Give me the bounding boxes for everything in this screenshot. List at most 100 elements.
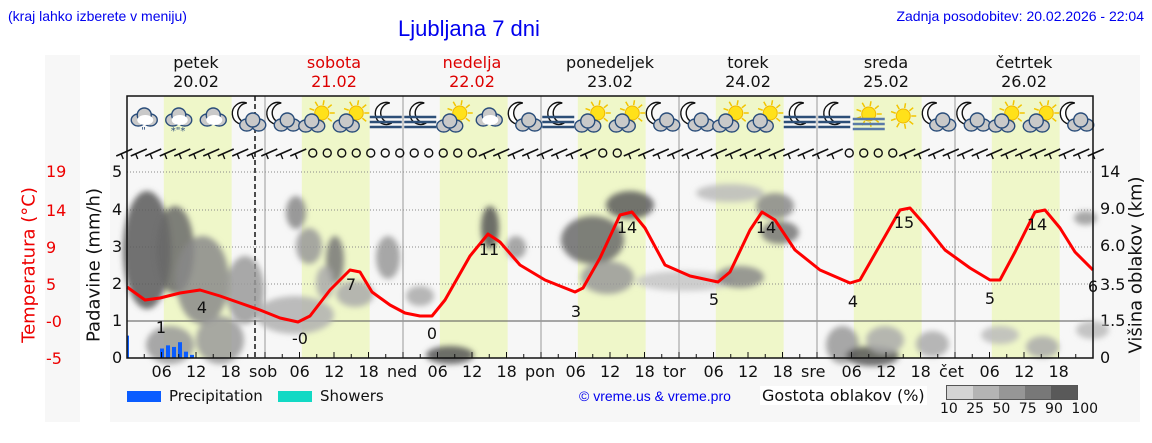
moon-fog-icon (542, 101, 575, 129)
x-tick: 12 (876, 362, 897, 381)
tick: 2 (112, 274, 123, 293)
svg-text:14: 14 (1027, 215, 1047, 234)
day-date: 25.02 (863, 72, 909, 91)
wind-barb-icon (623, 148, 641, 160)
day-label-5: sreda 25.02 (817, 53, 955, 91)
svg-text:5: 5 (985, 289, 995, 308)
moon-cloud-small-icon (921, 101, 957, 132)
svg-text:5: 5 (709, 290, 719, 309)
sun-cloud-icon (746, 100, 784, 133)
tick: 14 (1100, 162, 1121, 181)
day-date: 20.02 (173, 72, 219, 91)
wind-barb-icon (246, 148, 264, 160)
day-date: 24.02 (725, 72, 771, 91)
svg-text:14: 14 (617, 218, 637, 237)
x-tick: 18 (910, 362, 931, 381)
svg-text:4: 4 (197, 298, 207, 317)
moon-cloud-icon (645, 101, 681, 132)
wind-barb-icon (159, 148, 177, 160)
wind-barb-icon (115, 148, 133, 160)
wind-barb-icon (130, 148, 148, 160)
showers-swatch (278, 390, 312, 402)
tick: 14 (46, 201, 67, 220)
wind-barb-icon (942, 148, 960, 160)
tick: 1 (112, 311, 123, 330)
calm-wind-icon (873, 148, 883, 158)
moon-fog-icon (369, 101, 402, 129)
calm-wind-icon (438, 148, 448, 158)
tick: 5 (112, 162, 123, 181)
day-label-2: nedelja 22.02 (403, 53, 541, 91)
wind-barb-icon (681, 148, 699, 160)
day-label-3: ponedeljek 23.02 (541, 53, 679, 91)
day-name: sobota (306, 53, 362, 72)
wind-barb-icon (144, 148, 162, 160)
x-tick: 18 (1048, 362, 1069, 381)
sun-cloud-icon (332, 100, 370, 133)
wind-barb-icon (521, 148, 539, 160)
wind-barb-icon (985, 148, 1003, 160)
wind-barb-icon (666, 148, 684, 160)
x-tick: 06 (565, 362, 586, 381)
x-tick: 06 (703, 362, 724, 381)
page-title: Ljubljana 7 dni (398, 16, 540, 41)
tick: 5 (46, 275, 57, 294)
calm-wind-icon (888, 148, 898, 158)
sun-cloud-icon (436, 100, 473, 133)
calm-wind-icon (380, 148, 390, 158)
tick: 6.0 (1100, 236, 1126, 255)
x-tick: tor (663, 362, 686, 381)
cloud-density-label: Gostota oblakov (%) (760, 386, 927, 405)
svg-text:1: 1 (156, 318, 166, 337)
moon-cloud-icon (956, 101, 991, 132)
calm-wind-icon (395, 148, 405, 158)
x-tick: 18 (772, 362, 793, 381)
calm-wind-icon (467, 148, 477, 158)
copyright-link[interactable]: © vreme.us & vreme.pro (579, 388, 731, 404)
moon-fog-icon (783, 101, 816, 129)
wind-barb-icon (898, 148, 916, 160)
wind-barb-icon (289, 148, 307, 160)
temp-axis-panel (45, 55, 80, 422)
wind-barb-icon (913, 148, 931, 160)
day-label-0: petek 20.02 (127, 53, 265, 91)
wind-barb-icon (202, 148, 220, 160)
cloud-density-scale (946, 385, 1078, 400)
legend-showers: Showers (278, 387, 384, 405)
plot-frame (126, 95, 1094, 359)
cloud-drizzle-icon: " (130, 107, 158, 137)
cloud-density-field (123, 184, 1109, 366)
tick: 0 (1100, 348, 1111, 367)
x-tick: 06 (151, 362, 172, 381)
calm-wind-icon (598, 148, 608, 158)
tick: 9 (46, 238, 57, 257)
day-name: nedelja (442, 53, 502, 72)
sun-cloud-icon (988, 100, 1025, 133)
cloud-sleet-icon: *"* (165, 107, 193, 137)
cloud-density-scale-labels: 10 25 50 75 90 100 (940, 401, 1099, 417)
day-date: 23.02 (587, 72, 633, 91)
day-name: ponedeljek (566, 53, 654, 72)
location-menu-note[interactable]: (kraj lahko izberete v meniju) (8, 8, 187, 24)
day-date: 26.02 (1001, 72, 1047, 91)
x-tick: 06 (289, 362, 310, 381)
sun-cloud-icon (574, 100, 611, 133)
day-label-6: četrtek 26.02 (955, 53, 1093, 91)
wind-barb-icon (492, 148, 510, 160)
wind-barb-icon (739, 148, 757, 160)
wind-barb-icon (927, 148, 945, 160)
legend-precipitation: Precipitation (127, 387, 263, 405)
calm-wind-icon (351, 148, 361, 158)
wind-barb-icon (637, 148, 655, 160)
x-tick: 18 (358, 362, 379, 381)
wind-barb-icon (695, 148, 713, 160)
wind-barb-icon (260, 148, 278, 160)
sun-cloud-icon (608, 100, 646, 133)
calm-wind-icon (844, 148, 854, 158)
wind-barb-icon (1087, 148, 1105, 160)
svg-text:*"*: *"* (171, 126, 186, 137)
calm-wind-icon (409, 148, 419, 158)
sun-cloud-icon (1022, 100, 1060, 133)
x-tick: 12 (324, 362, 345, 381)
wind-barb-icon (1014, 148, 1032, 160)
